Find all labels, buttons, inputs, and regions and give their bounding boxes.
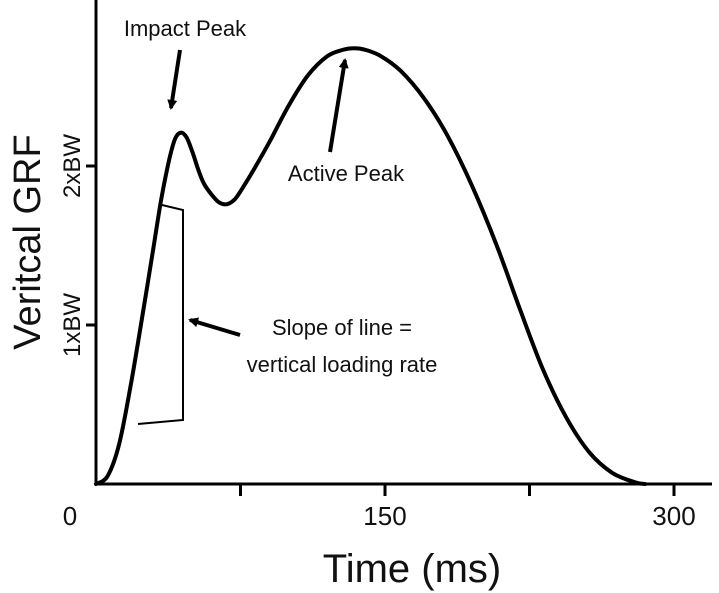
impact-peak-label: Impact Peak <box>124 16 247 41</box>
slope-arrow <box>188 317 241 337</box>
active-peak-label: Active Peak <box>288 161 405 186</box>
slope-label-line1: Slope of line = <box>272 315 412 340</box>
x-tick-label: 150 <box>363 501 406 531</box>
x-axis-label: Time (ms) <box>323 547 501 591</box>
series-line-grf <box>94 46 648 486</box>
y-tick-label: 2xBW <box>59 134 86 198</box>
x-tick-label: 300 <box>652 501 695 531</box>
loading-rate-bracket-shape <box>137 204 184 425</box>
y-tick-label: 1xBW <box>59 293 86 357</box>
active-peak-arrow <box>328 58 349 153</box>
slope-label-line2: vertical loading rate <box>247 352 438 377</box>
y-ticks: 1xBW 2xBW <box>59 134 96 357</box>
x-ticks: 0 150 300 <box>63 484 696 531</box>
impact-peak-arrow <box>167 49 182 110</box>
x-tick-label: 0 <box>63 501 77 531</box>
y-axis-label: Veritcal GRF <box>7 134 49 349</box>
